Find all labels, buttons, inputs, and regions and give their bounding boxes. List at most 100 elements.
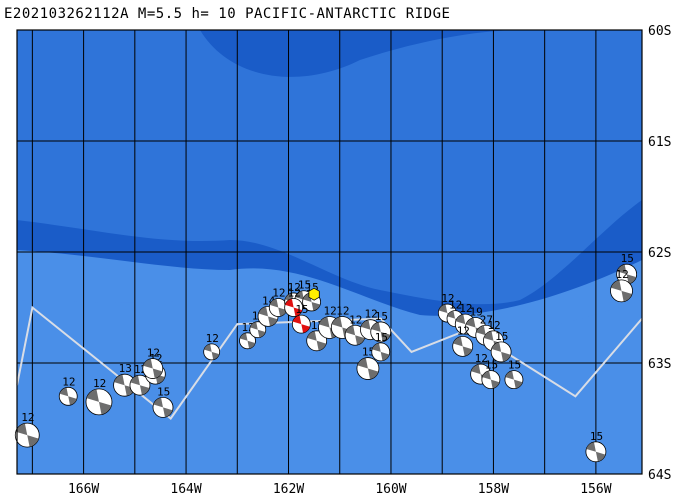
focal-mechanism: 12 (58, 375, 78, 406)
compression-quadrant (483, 331, 494, 341)
compression-quadrant (319, 317, 330, 328)
compression-quadrant (285, 298, 294, 308)
compression-quadrant (250, 322, 258, 330)
longitude-label: 156W (580, 482, 611, 497)
focal-mechanism: 12 (203, 332, 221, 361)
epicenter-marker (308, 287, 320, 301)
compression-quadrant (345, 325, 356, 336)
compression-quadrant (462, 346, 473, 356)
focal-mechanism: 15 (616, 252, 638, 285)
depth-label: 12 (272, 287, 285, 300)
depth-label: 12 (288, 281, 301, 294)
compression-quadrant (269, 298, 279, 308)
depth-label: 12 (475, 352, 488, 365)
mainshock-mechanism: 12 (284, 287, 304, 317)
focal-mechanism: 12 (452, 324, 474, 357)
depth-label: 12 (449, 299, 462, 312)
depth-label: 12 (147, 347, 160, 360)
compression-quadrant (371, 322, 381, 332)
compression-quadrant (482, 371, 491, 380)
compression-quadrant (501, 351, 511, 362)
depth-label: 12 (487, 319, 500, 332)
compression-quadrant (257, 329, 266, 338)
focal-mechanism: 12 (85, 377, 113, 416)
focal-mechanism: 15 (370, 310, 392, 343)
ocean-mid-depth-area (17, 30, 642, 305)
compression-quadrant (595, 451, 606, 462)
compression-quadrant (513, 379, 523, 389)
beachball-circle (14, 422, 40, 448)
longitude-label: 162W (273, 482, 304, 497)
focal-mechanism: 12 (14, 411, 40, 448)
depth-label: 12 (62, 375, 75, 388)
depth-label: 12 (364, 308, 377, 321)
focal-mechanism: 15 (481, 359, 501, 390)
compression-quadrant (331, 317, 343, 328)
latitude-label: 62S (648, 246, 671, 261)
depth-label: 12 (336, 304, 349, 317)
compression-quadrant (586, 442, 596, 452)
compression-quadrant (143, 359, 153, 369)
focal-mechanism: 15 (490, 330, 512, 363)
compression-quadrant (455, 314, 466, 325)
compression-quadrant (59, 387, 69, 397)
focal-mechanism: 15 (585, 430, 607, 463)
compression-quadrant (295, 291, 304, 300)
compression-quadrant (471, 364, 481, 375)
latitude-label: 63S (648, 357, 671, 372)
depth-label: 15 (157, 385, 170, 398)
depth-label: 15 (298, 279, 311, 292)
depth-label: 13 (119, 362, 132, 375)
compression-quadrant (621, 290, 632, 302)
focal-mechanisms: 1212121312121215121212141212151512121212… (14, 252, 638, 463)
compression-quadrant (86, 389, 99, 402)
focal-mechanism: 15 (504, 359, 524, 390)
compression-quadrant (617, 264, 627, 275)
compression-quadrant (292, 315, 302, 325)
focal-mechanism: 12 (142, 347, 164, 379)
compression-quadrant (453, 336, 463, 347)
latitude-label: 64S (648, 468, 671, 483)
longitude-label: 164W (170, 482, 201, 497)
longitude-label: 166W (68, 482, 99, 497)
compression-quadrant (153, 397, 164, 408)
compression-quadrant (68, 396, 77, 405)
depth-label: 15 (495, 330, 508, 343)
map-frame (16, 29, 643, 475)
depth-label: 15 (508, 359, 521, 372)
depth-label: 12 (441, 292, 454, 305)
focal-mechanism: 15 (371, 331, 391, 362)
compression-quadrant (211, 351, 220, 360)
longitude-label: 160W (375, 482, 406, 497)
depth-label: 27 (480, 313, 493, 326)
compression-quadrant (311, 301, 321, 311)
compression-quadrant (380, 331, 391, 342)
compression-quadrant (268, 316, 278, 326)
longitude-label: 158W (478, 482, 509, 497)
depth-label: 12 (457, 324, 470, 337)
focal-mechanism: 13 (113, 362, 136, 397)
depth-label: 15 (375, 331, 388, 344)
compression-quadrant (114, 374, 125, 386)
compression-quadrant (355, 335, 365, 345)
depth-label: 12 (459, 302, 472, 315)
epicenter-marker-group (308, 287, 320, 301)
compression-quadrant (357, 358, 368, 369)
compression-quadrant (98, 401, 112, 415)
compression-quadrant (247, 340, 256, 349)
focal-mechanism: 12 (239, 321, 256, 350)
mainshock-mechanism: 15 (291, 303, 311, 334)
map-title: E202103262112A M=5.5 h= 10 PACIFIC-ANTAR… (4, 6, 451, 22)
compression-quadrant (163, 407, 173, 417)
focal-mechanism: 12 (610, 268, 633, 303)
depth-label: 12 (21, 411, 34, 424)
compression-quadrant (438, 304, 448, 314)
focal-mechanism: 15 (356, 346, 380, 380)
compression-quadrant (152, 368, 163, 379)
latitude-label: 60S (648, 24, 671, 39)
compression-quadrant (15, 423, 28, 436)
depth-label: 12 (93, 377, 106, 390)
compression-quadrant (466, 317, 476, 328)
compression-quadrant (476, 325, 486, 336)
longitude-labels: 166W 164W 162W 160W 158W 156W (68, 482, 612, 497)
